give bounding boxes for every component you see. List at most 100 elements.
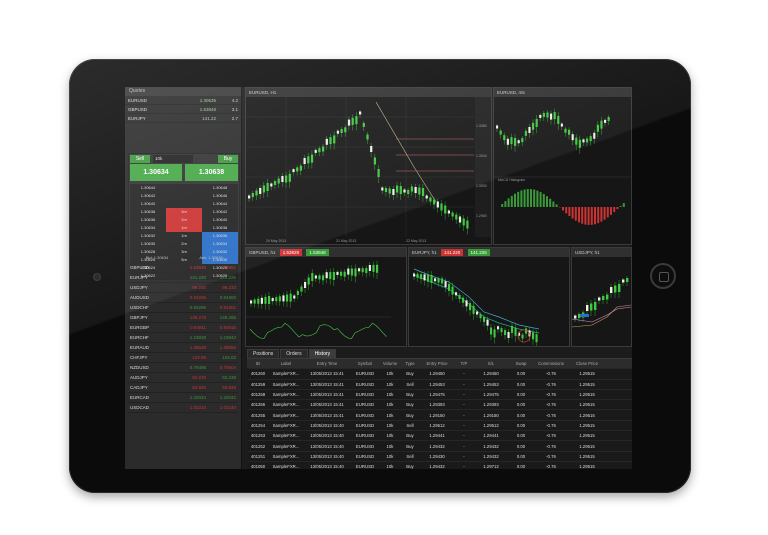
column-header[interactable]: Close Price [576,361,598,367]
symbol-row[interactable]: GBPUSD 1.53848 1.53851 [128,263,238,273]
symbol-row[interactable]: NZDUSD 0.79498 0.79504 [128,363,238,373]
home-button[interactable] [650,263,676,289]
watchlist-bid: 1.53848 [199,106,216,112]
column-header[interactable]: Type [405,361,415,367]
table-row[interactable]: 401255 SampleFXR... 13/05/2013 15:41 EURUSD… [247,410,632,421]
candle-body [514,137,517,146]
watchlist-bid: 1.30635 [199,97,216,103]
column-header[interactable]: Commissions [538,361,564,367]
symbol-row[interactable]: EURJPY 141.220 141.225 [128,273,238,283]
candle-body [500,328,503,333]
table-row[interactable]: 401254 SampleFXR... 13/05/2013 15:40 EURUSD… [247,421,632,432]
ladder-row[interactable]: 1.30642 1.30646 [130,192,238,200]
chart-eurjpy-h1[interactable]: EURJPY, h1 141.220 141.225 [408,247,570,347]
symbol-name: GBPUSD [130,265,150,270]
chart-eurusd-m5[interactable]: EURUSD, m5 MACD Histogram [493,87,632,245]
watchlist-row[interactable]: EURUSD 1.30635 4.2 [125,96,241,105]
column-header[interactable]: Volume [382,361,398,367]
ladder-row[interactable]: 1.30638 3m 1.30642 [130,208,238,216]
candle-body [455,214,458,220]
ladder-row[interactable]: 1.30634 1m 1.30638 [130,224,238,232]
symbol-row[interactable]: AUDUSD 0.94296 0.94300 [128,293,238,303]
candle-body [307,277,310,285]
symbol-row[interactable]: AUDJPY 92.230 92.238 [128,373,238,383]
candle-body [381,187,384,191]
watchlist-symbol: GBPUSD [128,106,148,112]
column-header[interactable]: S/L [487,361,495,367]
sell-price[interactable]: 1.30634 [130,164,182,181]
symbol-row[interactable]: CADJPY 93.940 93.948 [128,383,238,393]
chart-usdjpy-h1[interactable]: USDJPY, h1 [571,247,632,347]
table-cell: 1.29432 [483,453,499,459]
table-cell: 0.00 [516,464,526,469]
symbol-row[interactable]: GBPJPY 149.278 149.285 [128,313,238,323]
symbol-row[interactable]: EURAUD 1.38548 1.38556 [128,343,238,353]
column-header[interactable]: ID [255,361,261,367]
table-cell: EURUSD [355,371,375,377]
candle-body [318,275,321,280]
tab-orders[interactable]: Orders [280,349,308,358]
table-row[interactable]: 401050 SampleFXR... 13/05/2013 15:40 EURUSD… [247,462,632,469]
ladder-row[interactable]: 1.30632 1m 1.30636 [130,232,238,240]
tab-history[interactable]: History [308,349,337,358]
ladder-row[interactable]: 1.30636 2m 1.30640 [130,216,238,224]
column-header[interactable]: Swap [515,361,527,367]
ladder-row[interactable]: 1.30622 1.30626 [130,272,238,280]
watchlist-row[interactable]: GBPUSD 1.53848 3.1 [125,105,241,114]
candle-body [311,273,314,281]
table-row[interactable]: 401258 SampleFXR... 13/05/2013 15:41 EURUSD… [247,390,632,401]
candle-body [285,175,288,183]
candle-body [248,195,251,199]
histogram-bar [504,201,507,207]
candle-body [355,116,358,125]
column-header[interactable]: T/P [460,361,468,367]
symbol-row[interactable]: EURCAD 1.32034 1.32042 [128,393,238,403]
svg-text:MACD Histogram: MACD Histogram [498,178,525,182]
table-row[interactable]: 401253 SampleFXR... 13/05/2013 15:40 EURUSD… [247,431,632,442]
quantity-select[interactable]: 10k [153,155,193,163]
chart-buy-button[interactable]: 141.225 [467,249,490,257]
symbol-row[interactable]: EURCHF 1.23838 1.23843 [128,333,238,343]
ladder-volume [166,192,202,200]
column-header[interactable]: Entry Time [316,361,338,367]
ladder-row[interactable]: 1.30626 5m 1.30630 [130,256,238,264]
chart-gbpusd-h1[interactable]: GBPUSD, h1 1.53828 1.53848 [245,247,407,347]
ladder-row[interactable]: 1.30644 1.30648 [130,184,238,192]
ladder-row[interactable]: 1.30628 3m 1.30632 [130,248,238,256]
ladder-row[interactable]: 1.30624 1.30628 [130,264,238,272]
chart-sell-button[interactable]: 1.53828 [279,249,303,257]
chart-buy-button[interactable]: 1.53848 [306,249,329,257]
ladder-row[interactable]: 1.30640 1.30644 [130,200,238,208]
table-cell: 13/05/2013 15:40 [310,453,344,459]
ladder-row[interactable]: 1.30630 2m 1.30634 [130,240,238,248]
tab-positions[interactable]: Positions [247,349,280,358]
table-cell: -0.76 [546,392,556,398]
column-header[interactable]: Entry Price [426,361,448,367]
table-row[interactable]: 401252 SampleFXR... 13/05/2013 15:40 EURUSD… [247,441,632,452]
ladder-bid-price: 1.30642 [130,192,166,200]
buy-price[interactable]: 1.30638 [185,164,238,181]
table-cell: 0.00 [516,371,526,377]
watchlist-row[interactable]: EURJPY 141.22 2.7 [125,114,241,123]
symbol-row[interactable]: CHFJPY 103.98 104.02 [128,353,238,363]
chart-eurusd-h1[interactable]: EURUSD, H1 1.3080 1.3040 1.3000 1.2960 2… [245,87,492,245]
table-row[interactable]: 401260 SampleFXR... 13/05/2013 15:41 EURUSD… [247,369,632,380]
symbol-row[interactable]: USDCHF 0.94296 0.94301 [128,303,238,313]
symbol-row[interactable]: USDJPY 98.230 98.233 [128,283,238,293]
symbol-row[interactable]: USDCAD 1.02234 1.02240 [128,403,238,413]
column-header[interactable]: Label [280,361,292,367]
buy-button[interactable]: Buy [218,155,238,163]
table-row[interactable]: 401259 SampleFXR... 13/05/2013 15:41 EURUSD… [247,380,632,390]
table-cell: 1.29515 [579,402,595,408]
column-header[interactable]: Symbol [357,361,373,367]
table-row[interactable]: 401256 SampleFXR... 13/05/2013 15:41 EURUSD… [247,400,632,411]
candle-body [546,112,549,118]
table-row[interactable]: 401251 SampleFXR... 13/05/2013 15:40 EURUSD… [247,452,632,462]
symbol-row[interactable]: EURGBP 0.84911 0.84915 [128,323,238,333]
chart-sell-button[interactable]: 141.220 [440,249,464,257]
candle-body [296,291,299,295]
sell-button[interactable]: Sell [130,155,150,163]
symbol-name: EURCAD [130,395,150,400]
candle-body [539,114,542,118]
candle-body [413,273,416,277]
